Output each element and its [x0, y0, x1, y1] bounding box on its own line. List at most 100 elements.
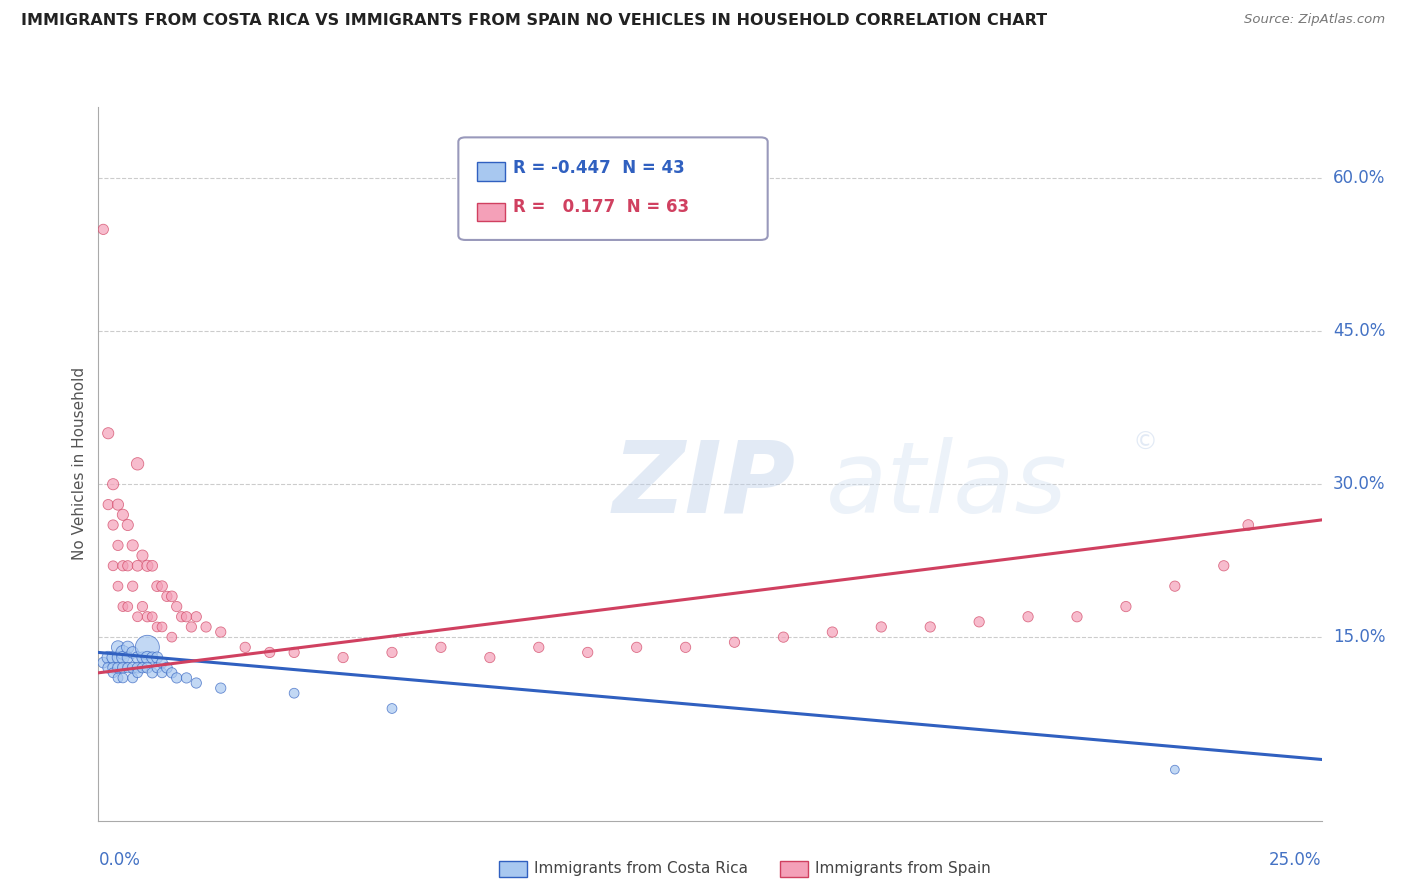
Point [127, 665, 149, 680]
Text: Immigrants from Spain: Immigrants from Spain [815, 862, 991, 876]
Point [131, 650, 153, 665]
Point [121, 661, 143, 675]
Text: IMMIGRANTS FROM COSTA RICA VS IMMIGRANTS FROM SPAIN NO VEHICLES IN HOUSEHOLD COR: IMMIGRANTS FROM COSTA RICA VS IMMIGRANTS… [21, 13, 1047, 29]
Point [101, 650, 124, 665]
Point [156, 661, 179, 675]
Point [150, 656, 173, 670]
Point [107, 579, 129, 593]
Text: ©: © [1132, 431, 1157, 454]
Point [166, 671, 188, 685]
Point [186, 609, 208, 624]
Text: Source: ZipAtlas.com: Source: ZipAtlas.com [1244, 13, 1385, 27]
Point [478, 650, 501, 665]
Point [160, 590, 183, 604]
Point [675, 640, 697, 655]
Point [1115, 599, 1137, 614]
Point [1237, 518, 1260, 533]
Point [121, 538, 143, 552]
Point [97, 498, 120, 512]
Point [527, 640, 550, 655]
Point [107, 661, 129, 675]
Point [97, 650, 120, 665]
Point [160, 630, 183, 644]
Point [332, 650, 354, 665]
Point [150, 665, 173, 680]
Point [111, 508, 134, 522]
Text: 60.0%: 60.0% [1333, 169, 1385, 187]
Point [1164, 579, 1187, 593]
Point [131, 549, 153, 563]
Point [283, 645, 305, 659]
Point [107, 498, 129, 512]
Point [209, 681, 232, 695]
Point [117, 661, 139, 675]
Text: 0.0%: 0.0% [98, 851, 141, 869]
Point [127, 457, 149, 471]
Point [111, 650, 134, 665]
Point [186, 676, 208, 690]
Point [111, 599, 134, 614]
Point [233, 640, 256, 655]
Text: 25.0%: 25.0% [1270, 851, 1322, 869]
Text: 30.0%: 30.0% [1333, 475, 1385, 493]
Point [146, 650, 169, 665]
Point [101, 665, 124, 680]
Point [91, 656, 114, 670]
Point [166, 599, 188, 614]
Point [170, 609, 193, 624]
Point [117, 650, 139, 665]
Point [131, 661, 153, 675]
Text: R = -0.447  N = 43: R = -0.447 N = 43 [513, 159, 685, 177]
Point [381, 701, 404, 715]
Point [141, 650, 163, 665]
Text: 15.0%: 15.0% [1333, 628, 1385, 646]
Point [121, 579, 143, 593]
Point [1017, 609, 1039, 624]
Point [117, 558, 139, 573]
Point [259, 645, 281, 659]
Point [136, 661, 159, 675]
Point [176, 671, 198, 685]
Point [723, 635, 745, 649]
Point [821, 625, 844, 640]
Point [141, 609, 163, 624]
Point [101, 558, 124, 573]
Point [1066, 609, 1088, 624]
Point [156, 590, 179, 604]
Point [150, 620, 173, 634]
Point [127, 650, 149, 665]
Point [101, 477, 124, 491]
Point [117, 599, 139, 614]
Point [97, 661, 120, 675]
Point [127, 661, 149, 675]
Point [150, 579, 173, 593]
Point [626, 640, 648, 655]
Point [121, 671, 143, 685]
Point [1212, 558, 1234, 573]
Point [127, 558, 149, 573]
Text: 45.0%: 45.0% [1333, 322, 1385, 341]
Point [107, 640, 129, 655]
Text: R =   0.177  N = 63: R = 0.177 N = 63 [513, 198, 689, 217]
Point [920, 620, 942, 634]
Point [967, 615, 990, 629]
Point [1164, 763, 1187, 777]
Text: atlas: atlas [827, 437, 1069, 533]
Point [141, 665, 163, 680]
Point [176, 609, 198, 624]
Point [146, 661, 169, 675]
Point [111, 645, 134, 659]
Point [146, 579, 169, 593]
Point [141, 558, 163, 573]
Point [127, 609, 149, 624]
Point [101, 661, 124, 675]
Point [160, 665, 183, 680]
Point [101, 518, 124, 533]
Point [209, 625, 232, 640]
Point [131, 599, 153, 614]
Point [117, 640, 139, 655]
Point [772, 630, 794, 644]
Point [870, 620, 893, 634]
Point [576, 645, 599, 659]
Point [121, 645, 143, 659]
